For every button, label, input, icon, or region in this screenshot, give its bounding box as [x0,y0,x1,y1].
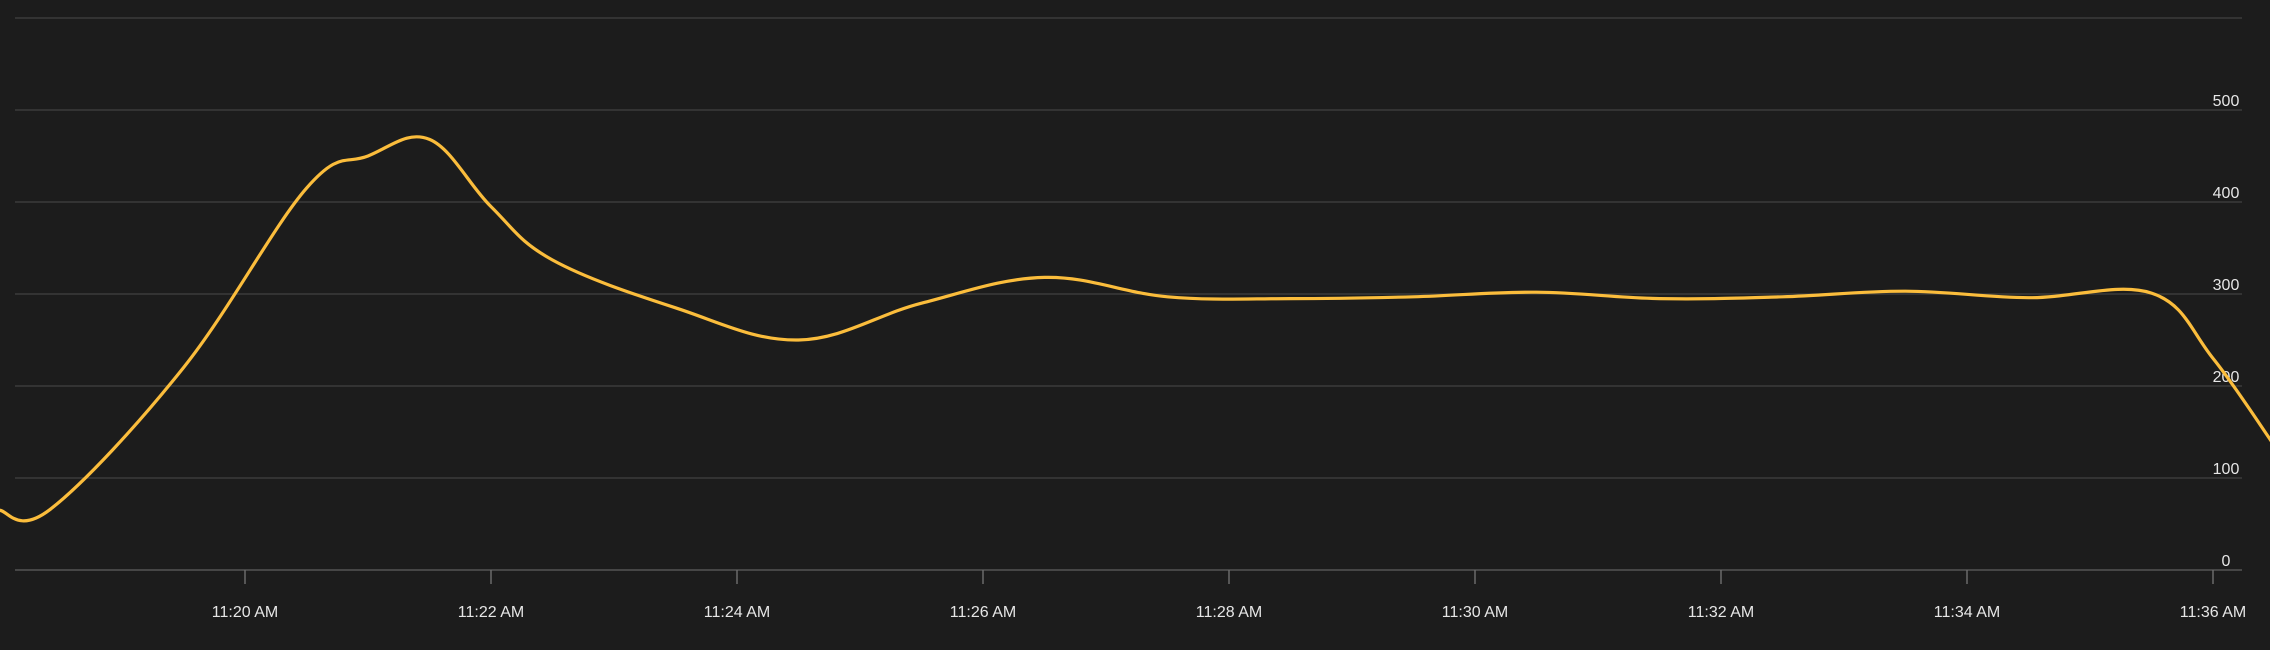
series-line [0,135,2270,523]
y-tick-label: 500 [2213,93,2240,110]
y-tick-label: 300 [2213,277,2240,294]
y-tick-label: 100 [2213,461,2240,478]
x-axis: 11:20 AM 11:22 AM 11:24 AM 11:26 AM 11:28 AM… [15,569,2246,621]
x-tick-label: 11:30 AM [1442,604,1508,621]
x-tick-label: 11:26 AM [950,604,1016,621]
grid-lines [15,17,2242,479]
x-tick-label: 11:22 AM [458,604,524,621]
x-tick-label: 11:34 AM [1934,604,2000,621]
x-tick-label: 11:36 AM [2180,604,2246,621]
x-tick-label: 11:28 AM [1196,604,1262,621]
series-layer [0,135,2270,523]
y-tick-label: 0 [2222,553,2231,570]
x-tick-label: 11:24 AM [704,604,770,621]
y-tick-label: 400 [2213,185,2240,202]
x-tick-label: 11:20 AM [212,604,278,621]
x-tick-label: 11:32 AM [1688,604,1754,621]
